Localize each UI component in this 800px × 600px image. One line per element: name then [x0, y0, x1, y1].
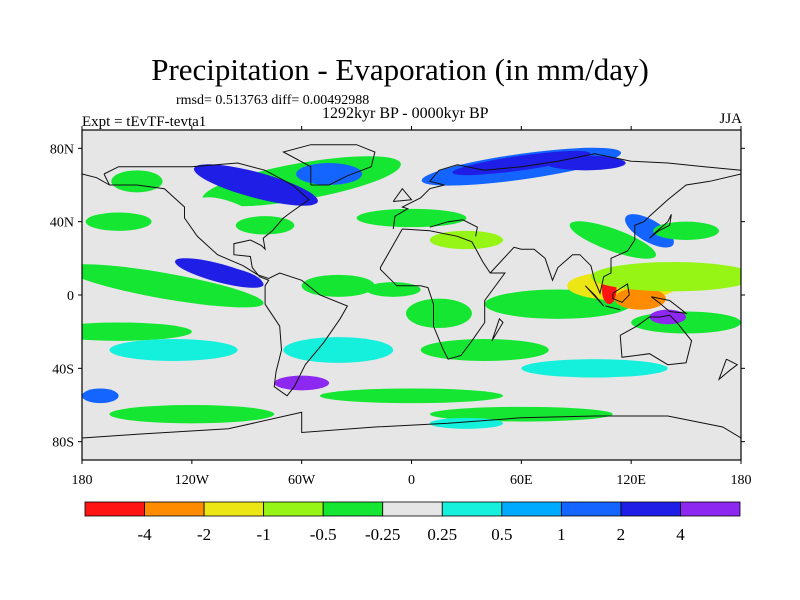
anomaly-blob: [590, 262, 741, 292]
chart-title: Precipitation - Evaporation (in mm/day): [151, 52, 649, 87]
anomaly-blob: [365, 282, 421, 297]
anomaly-blob: [653, 221, 720, 240]
anomaly-blob: [193, 164, 318, 206]
coastline: [649, 214, 672, 239]
colorbar-swatch: [144, 501, 205, 517]
period-text: 1292kyr BP - 0000kyr BP: [322, 105, 489, 122]
anomaly-blob: [82, 388, 119, 404]
coastline: [103, 162, 349, 397]
coastline: [82, 173, 110, 186]
anomaly-blob: [406, 298, 472, 329]
colorbar-label: -0.25: [365, 525, 400, 544]
anomaly-blob: [631, 311, 741, 334]
lon-tick-label: 180: [72, 473, 93, 488]
season-label: JJA: [719, 111, 742, 127]
anomaly-blob: [111, 170, 163, 193]
anomaly-blob: [521, 359, 668, 378]
colorbar-swatch: [441, 501, 503, 517]
coastline: [82, 411, 741, 439]
anomaly-blob: [614, 287, 666, 310]
colorbar-label: -2: [197, 525, 211, 544]
colorbar-label: -4: [137, 525, 152, 544]
coastline: [650, 296, 688, 314]
lat-tick-label: 0: [67, 289, 74, 304]
anomaly-blob: [109, 405, 275, 424]
anomaly-field: [82, 147, 741, 429]
coastline: [392, 153, 741, 230]
colorbar-swatch: [382, 501, 443, 517]
anomaly-blob: [274, 375, 330, 391]
anomaly-blob: [82, 264, 264, 308]
coastline: [282, 144, 376, 186]
colorbar-swatch: [560, 501, 622, 517]
colorbar-label: 2: [617, 525, 626, 544]
coastline: [619, 314, 693, 366]
coastline: [717, 358, 739, 381]
coastline: [585, 285, 605, 307]
lat-tick-label: 40N: [50, 216, 74, 231]
colorbar-swatch: [203, 501, 265, 517]
colorbar: -4 -2 -1 -0.5 -0.25 0.25 0.5 1 2 4: [84, 501, 741, 544]
anomaly-blob: [212, 266, 263, 287]
colorbar-swatch: [501, 501, 562, 517]
anomaly-blob: [82, 322, 192, 341]
lon-tick-label: 60W: [288, 473, 316, 488]
anomaly-blob: [356, 208, 467, 228]
lon-tick-label: 60E: [510, 473, 533, 488]
anomaly-blob: [283, 337, 394, 363]
colorbar-label: 0.25: [427, 525, 457, 544]
anomaly-blob: [109, 339, 238, 361]
anomaly-blob: [625, 214, 674, 248]
coastline: [489, 173, 741, 295]
coastline: [491, 317, 504, 342]
colorbar-swatch: [680, 501, 741, 517]
coastline: [392, 187, 413, 202]
lon-tick-label: 120W: [175, 473, 210, 488]
anomaly-blob: [301, 274, 375, 297]
colorbar-swatch: [322, 501, 384, 517]
lon-tick-label: 0: [408, 473, 415, 488]
colorbar-swatch: [263, 501, 324, 517]
lat-tick-label: 80S: [52, 436, 74, 451]
coastline: [605, 305, 621, 311]
lat-tick-label: 80N: [50, 142, 74, 157]
anomaly-blob: [569, 221, 657, 259]
anomaly-blob: [85, 212, 152, 231]
anomaly-blob: [429, 406, 613, 422]
coastline: [429, 219, 478, 237]
map-ticks: 80N 40N 0 40S 80S 180 120W 60W 0 60E 120E 180: [50, 126, 752, 488]
anomaly-blob: [319, 388, 504, 404]
colorbar-swatch: [620, 501, 681, 517]
coastline: [612, 283, 630, 303]
anomaly-blob: [649, 309, 687, 325]
colorbar-label: -0.5: [310, 525, 337, 544]
coastlines: [82, 144, 741, 439]
anomaly-blob: [235, 216, 295, 235]
colorbar-label: 1: [557, 525, 566, 544]
colorbar-label: 4: [676, 525, 685, 544]
anomaly-blob: [452, 150, 591, 176]
stats-text: rmsd= 0.513763 diff= 0.00492988: [176, 93, 370, 108]
coastline: [379, 228, 506, 360]
anomaly-blob: [296, 163, 363, 185]
lon-tick-label: 120E: [616, 473, 646, 488]
colorbar-label: 0.5: [491, 525, 512, 544]
colorbar-label: -1: [257, 525, 271, 544]
experiment-label: Expt = tEvTF-tevta1: [82, 114, 207, 130]
colorbar-swatch: [84, 501, 145, 517]
lat-tick-label: 40S: [52, 362, 74, 377]
lon-tick-label: 180: [731, 473, 752, 488]
anomaly-blob: [420, 339, 549, 361]
